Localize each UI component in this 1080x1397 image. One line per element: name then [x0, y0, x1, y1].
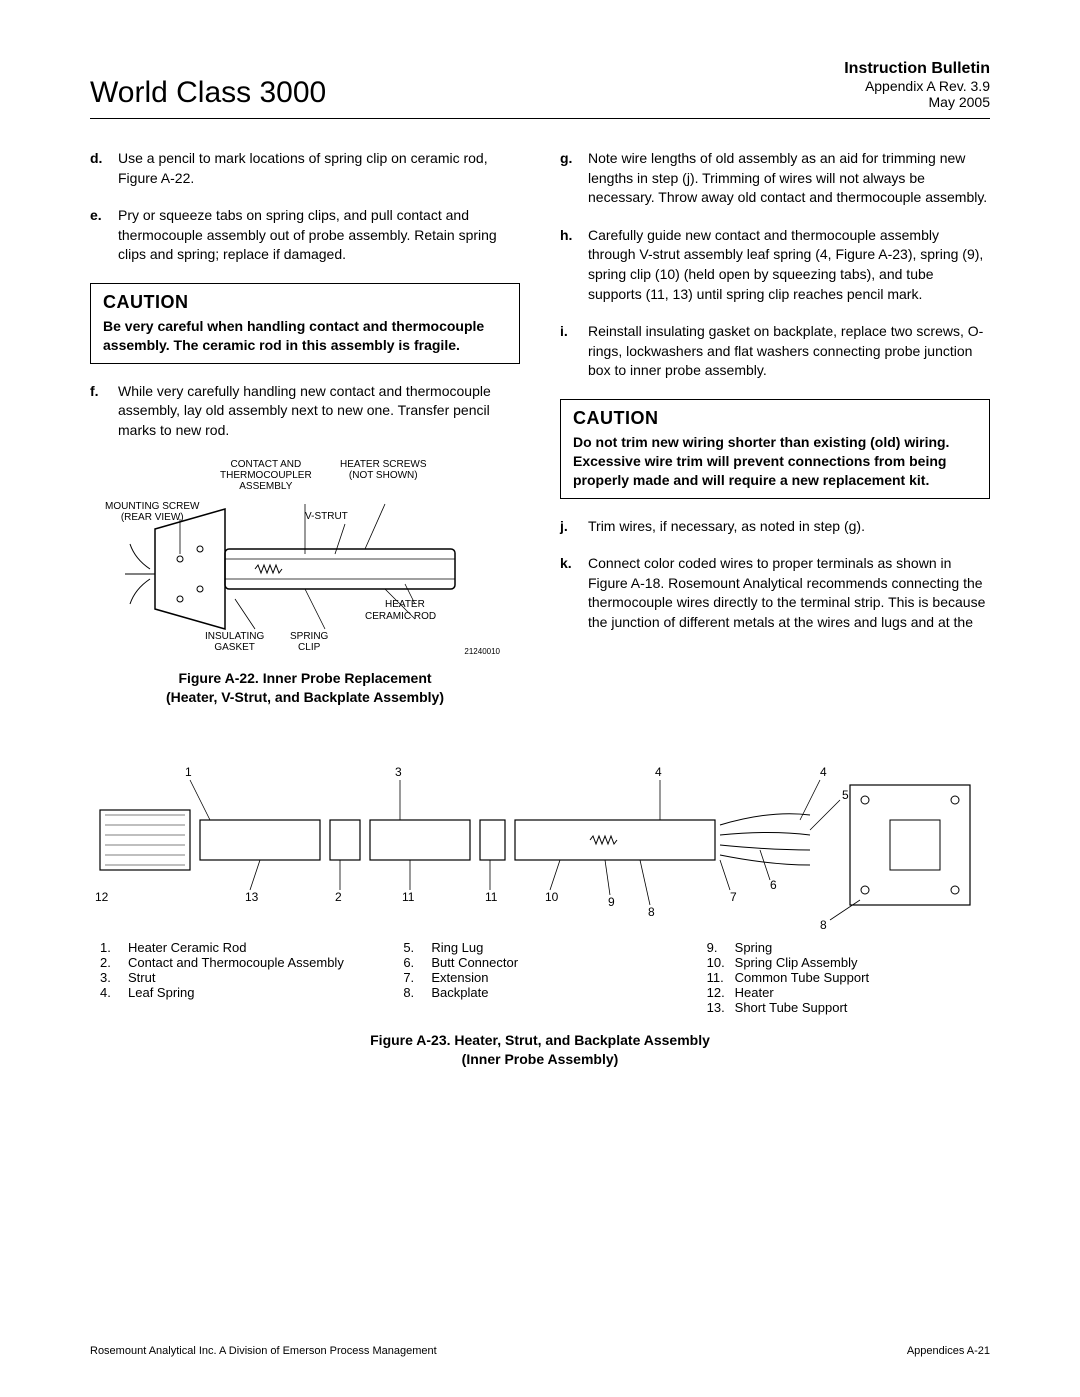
- parts-col-3: 9.Spring 10.Spring Clip Assembly 11.Comm…: [707, 940, 980, 1015]
- callout-2: 2: [335, 890, 342, 904]
- document-title: World Class 3000: [90, 76, 326, 110]
- callout-7: 7: [730, 890, 737, 904]
- caution-box-2: CAUTION Do not trim new wiring shorter t…: [560, 399, 990, 499]
- right-column: g. Note wire lengths of old assembly as …: [560, 149, 990, 720]
- step-h: h. Carefully guide new contact and therm…: [560, 226, 990, 304]
- fig-label-spring-clip: SPRING CLIP: [290, 631, 328, 653]
- footer-right: Appendices A-21: [907, 1345, 990, 1357]
- two-column-body: d. Use a pencil to mark locations of spr…: [90, 149, 990, 720]
- step-e: e. Pry or squeeze tabs on spring clips, …: [90, 206, 520, 265]
- callout-1: 1: [185, 765, 192, 779]
- bulletin-label: Instruction Bulletin: [844, 60, 990, 78]
- step-marker: f.: [90, 382, 118, 441]
- step-text: Pry or squeeze tabs on spring clips, and…: [118, 206, 520, 265]
- caution-text: Be very careful when handling contact an…: [103, 317, 507, 355]
- callout-4b: 4: [820, 765, 827, 779]
- figure-a22-caption: Figure A-22. Inner Probe Replacement (He…: [90, 669, 520, 708]
- fig-label-insulating: INSULATING GASKET: [205, 631, 264, 653]
- caution-title: CAUTION: [573, 408, 977, 429]
- step-marker: h.: [560, 226, 588, 304]
- doc-date: May 2005: [844, 94, 990, 110]
- caution-box-1: CAUTION Be very careful when handling co…: [90, 283, 520, 364]
- callout-12: 12: [95, 890, 108, 904]
- figure-a22: CONTACT AND THERMOCOUPLER ASSEMBLY HEATE…: [90, 459, 520, 708]
- callout-13: 13: [245, 890, 258, 904]
- figure-a23: 1 3 4 4 5 12 13 2 11 11 10 9 8 7 6 8 1.H…: [90, 750, 990, 1070]
- assembly-diagram-svg: [90, 750, 990, 930]
- parts-col-1: 1.Heater Ceramic Rod 2.Contact and Therm…: [100, 940, 373, 1015]
- figure-a23-diagram: 1 3 4 4 5 12 13 2 11 11 10 9 8 7 6 8: [90, 750, 990, 930]
- step-text: Reinstall insulating gasket on backplate…: [588, 322, 990, 381]
- step-text: Carefully guide new contact and thermoco…: [588, 226, 990, 304]
- callout-8a: 8: [648, 905, 655, 919]
- step-marker: g.: [560, 149, 588, 208]
- callout-9: 9: [608, 895, 615, 909]
- caution-title: CAUTION: [103, 292, 507, 313]
- left-column: d. Use a pencil to mark locations of spr…: [90, 149, 520, 720]
- fig-label-heater-screws: HEATER SCREWS (NOT SHOWN): [340, 459, 427, 481]
- step-marker: i.: [560, 322, 588, 381]
- fig-part-number: 21240010: [464, 648, 500, 657]
- step-marker: k.: [560, 554, 588, 632]
- callout-8b: 8: [820, 918, 827, 932]
- callout-11a: 11: [402, 890, 414, 904]
- appendix-rev: Appendix A Rev. 3.9: [844, 78, 990, 94]
- figure-a23-caption: Figure A-23. Heater, Strut, and Backplat…: [90, 1031, 990, 1070]
- step-text: Trim wires, if necessary, as noted in st…: [588, 517, 990, 537]
- parts-col-2: 5.Ring Lug 6.Butt Connector 7.Extension …: [403, 940, 676, 1015]
- parts-legend: 1.Heater Ceramic Rod 2.Contact and Therm…: [90, 940, 990, 1015]
- page-footer: Rosemount Analytical Inc. A Division of …: [90, 1345, 990, 1357]
- figure-a22-diagram: CONTACT AND THERMOCOUPLER ASSEMBLY HEATE…: [90, 459, 520, 669]
- caution-text: Do not trim new wiring shorter than exis…: [573, 433, 977, 490]
- fig-label-heater: HEATER: [385, 599, 425, 610]
- fig-label-contact: CONTACT AND THERMOCOUPLER ASSEMBLY: [220, 459, 312, 492]
- callout-6: 6: [770, 878, 777, 892]
- callout-11b: 11: [485, 890, 497, 904]
- fig-label-ceramic: CERAMIC ROD: [365, 611, 436, 622]
- step-text: While very carefully handling new contac…: [118, 382, 520, 441]
- callout-5: 5: [842, 788, 849, 802]
- footer-left: Rosemount Analytical Inc. A Division of …: [90, 1345, 437, 1357]
- fig-label-vstrut: V-STRUT: [305, 511, 348, 522]
- header-meta: Instruction Bulletin Appendix A Rev. 3.9…: [844, 60, 990, 110]
- step-text: Use a pencil to mark locations of spring…: [118, 149, 520, 188]
- fig-label-mounting: MOUNTING SCREW (REAR VIEW): [105, 501, 199, 523]
- step-j: j. Trim wires, if necessary, as noted in…: [560, 517, 990, 537]
- callout-10: 10: [545, 890, 558, 904]
- step-f: f. While very carefully handling new con…: [90, 382, 520, 441]
- step-marker: d.: [90, 149, 118, 188]
- callout-4a: 4: [655, 765, 662, 779]
- step-k: k. Connect color coded wires to proper t…: [560, 554, 990, 632]
- page-header: World Class 3000 Instruction Bulletin Ap…: [90, 60, 990, 119]
- step-g: g. Note wire lengths of old assembly as …: [560, 149, 990, 208]
- callout-3: 3: [395, 765, 402, 779]
- step-d: d. Use a pencil to mark locations of spr…: [90, 149, 520, 188]
- step-marker: j.: [560, 517, 588, 537]
- step-text: Note wire lengths of old assembly as an …: [588, 149, 990, 208]
- step-text: Connect color coded wires to proper term…: [588, 554, 990, 632]
- step-i: i. Reinstall insulating gasket on backpl…: [560, 322, 990, 381]
- step-marker: e.: [90, 206, 118, 265]
